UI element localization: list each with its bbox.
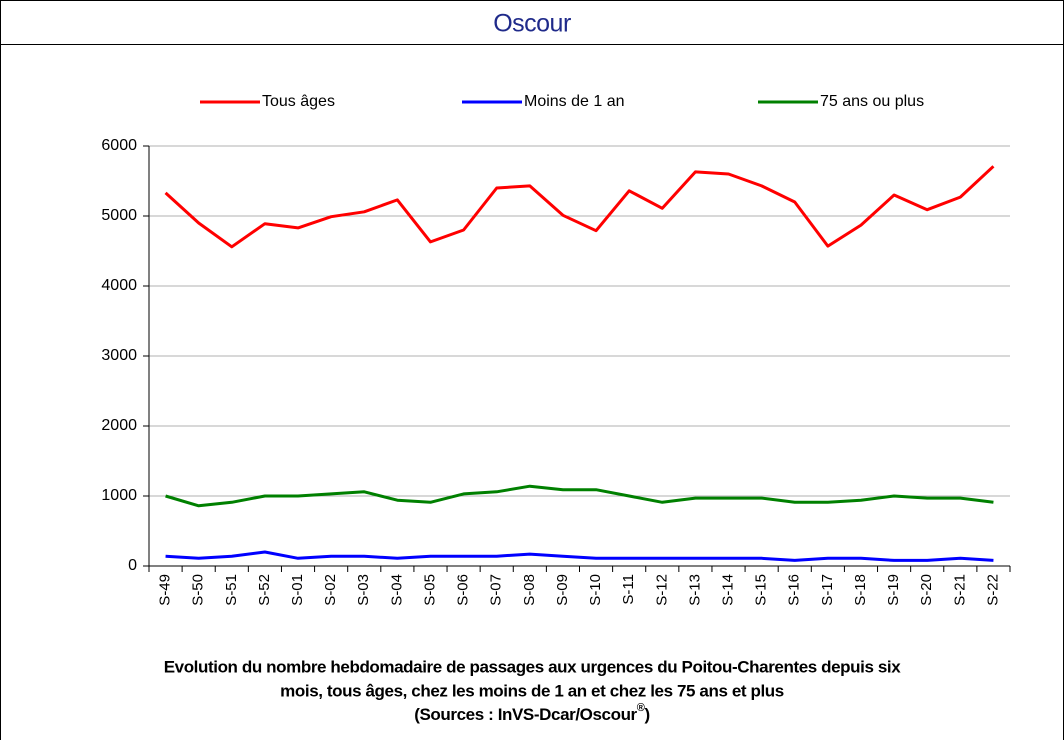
x-tick-label: S-21: [951, 574, 968, 606]
x-tick-label: S-06: [455, 574, 472, 606]
y-tick-label: 0: [128, 557, 137, 574]
x-tick-label: S-15: [753, 574, 770, 606]
y-tick-label: 1000: [101, 487, 137, 504]
x-tick-label: S-18: [852, 574, 869, 606]
legend-label: Tous âges: [262, 93, 335, 110]
x-tick-label: S-03: [355, 574, 372, 606]
y-tick-label: 2000: [101, 417, 137, 434]
source-end: ): [645, 705, 650, 724]
x-tick-label: S-51: [223, 574, 240, 606]
x-tick-label: S-14: [719, 574, 736, 606]
y-tick-label: 6000: [101, 137, 137, 154]
x-tick-label: S-04: [388, 574, 405, 606]
x-tick-label: S-50: [190, 574, 207, 606]
x-tick-label: S-07: [488, 574, 505, 606]
series-line: [164, 165, 995, 249]
x-tick-label: S-49: [157, 574, 174, 606]
x-tick-label: S-52: [256, 574, 273, 606]
header-title: Oscour: [493, 10, 571, 38]
legend-label: 75 ans ou plus: [820, 93, 924, 110]
legend-label: Moins de 1 an: [524, 93, 625, 110]
x-tick-label: S-12: [653, 574, 670, 606]
x-tick-label: S-10: [587, 574, 604, 606]
source: (Sources : InVS-Dcar/Oscour®): [414, 702, 650, 725]
y-tick-label: 5000: [101, 207, 137, 224]
x-tick-label: S-02: [322, 574, 339, 606]
y-tick-label: 4000: [101, 277, 137, 294]
y-tick-label: 3000: [101, 347, 137, 364]
x-tick-label: S-11: [620, 574, 637, 605]
x-tick-label: S-22: [984, 574, 1001, 606]
caption-line: Evolution du nombre hebdomadaire de pass…: [164, 657, 902, 676]
header-box: [0, 0, 1064, 45]
x-tick-label: S-20: [918, 574, 935, 606]
caption-line: mois, tous âges, chez les moins de 1 an …: [280, 681, 784, 700]
x-tick-label: S-01: [289, 574, 306, 606]
x-tick-label: S-16: [786, 574, 803, 606]
x-tick-label: S-13: [686, 574, 703, 606]
series-line: [165, 484, 994, 508]
x-tick-label: S-19: [885, 574, 902, 606]
x-tick-label: S-05: [421, 574, 438, 606]
series-line: [165, 550, 994, 562]
source-text: (Sources : InVS-Dcar/Oscour: [414, 705, 637, 724]
x-tick-label: S-17: [819, 574, 836, 606]
source-mark: ®: [637, 702, 645, 714]
x-tick-label: S-09: [554, 574, 571, 606]
x-tick-label: S-08: [521, 574, 538, 606]
